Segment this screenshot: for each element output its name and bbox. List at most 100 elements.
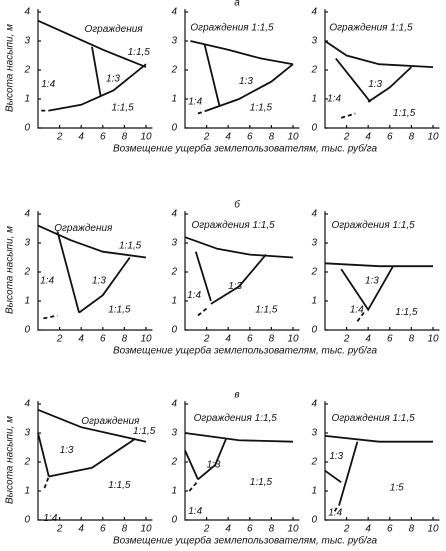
group-letter: а [234,0,240,9]
dashed-segment [43,476,50,489]
x-tick-label: 10 [287,524,299,535]
panel: 2 4 6 8 10 0 1 2 3 4 Ограждения 1:1,5 1:4 1:3 1:1,5 [23,209,153,345]
x-tick-label: 2 [343,334,350,345]
curve [203,43,221,107]
y-tick-label: 4 [24,209,30,220]
region-label: 1:3 [368,79,382,90]
region-label: Ограждения [84,24,143,35]
curve [184,236,294,259]
x-axis-label: Возмещение ущерба землепользователям, ты… [113,345,377,357]
region-label: 1:1,5 [250,102,273,113]
y-tick-label: 1 [311,296,317,307]
region-label: 1:1,5 [250,477,273,488]
y-tick-label: 1 [311,486,317,497]
region-label: 1:3 [207,460,221,471]
y-tick-label: 3 [311,36,317,47]
region-label: 1:3 [329,451,343,462]
curve [48,63,147,112]
panel: 2 4 6 8 10 0 1 2 3 4 Ограждения 1:1,5 1:3 1:4 1:1,5 [310,209,440,345]
region-label: Ограждения 1:1,5 [331,220,415,231]
y-tick-label: 4 [24,7,30,18]
curve [324,435,433,443]
y-tick-label: 3 [171,428,177,439]
region-label: 1:4 [188,97,202,108]
region-label: 1:4 [350,304,364,315]
x-tick-label: 8 [409,334,415,345]
y-tick-label: 3 [24,36,30,47]
y-tick-label: 0 [171,325,177,336]
y-tick-label: 2 [170,267,177,278]
dashed-segment [333,505,339,512]
panel: 2 4 6 8 10 0 1 2 3 4 Ограждения 1:1,5 1:3 1:4 1:1,5 [310,7,440,143]
dashed-segment [356,312,365,322]
panel: 2 4 6 8 10 0 1 2 3 4 Ограждения 1:1,5 1:3 1:4 1:1,5 [170,7,300,143]
y-tick-label: 4 [171,7,177,18]
y-tick-label: 0 [24,325,30,336]
curve [184,450,199,480]
y-tick-label: 4 [311,7,317,18]
x-tick-label: 6 [387,334,393,345]
dashed-segment [43,314,58,320]
y-tick-label: 2 [170,457,177,468]
x-tick-label: 2 [343,132,350,143]
x-tick-label: 4 [225,334,231,345]
region-label: 1:1,5 [395,307,418,318]
curve [37,224,147,259]
curve [206,63,294,112]
curve [56,231,80,313]
panel: 2 4 6 8 10 0 1 2 3 4 Ограждения 1:1,5 1:4 1:3 1:1,5 [170,209,300,345]
region-label: 1:4 [188,506,202,517]
curve [48,438,136,478]
x-tick-label: 10 [140,334,152,345]
region-label: 1:4 [40,275,54,286]
region-label: 1:1,5 [128,47,151,58]
x-tick-label: 2 [56,132,63,143]
curve [340,265,394,312]
group-letter: в [234,390,239,401]
panel: 2 4 6 8 10 0 1 2 3 4 Ограждения 1:1,5 1:3 1:1,5 1:4 [170,399,300,535]
curve [324,262,433,268]
x-tick-label: 8 [122,334,128,345]
x-tick-label: 6 [100,334,106,345]
region-label: Ограждения 1:1,5 [190,23,274,34]
x-axis-label: Возмещение ущерба землепользователям, ты… [113,535,377,547]
y-tick-label: 4 [171,399,177,410]
region-label: 1:3 [92,275,106,286]
curve [184,432,294,443]
x-tick-label: 10 [140,524,152,535]
y-tick-label: 1 [171,94,177,105]
x-tick-label: 4 [78,132,84,143]
region-label: 1:1,5 [133,426,156,437]
y-tick-label: 1 [311,94,317,105]
x-tick-label: 4 [225,132,231,143]
region-label: Ограждения 1:1,5 [194,413,278,424]
y-axis-label: Высота насыпи, м [5,226,16,314]
y-tick-label: 0 [311,123,317,134]
x-tick-label: 2 [56,334,63,345]
group-letter: б [234,199,240,211]
y-tick-label: 4 [311,209,317,220]
x-tick-label: 10 [140,132,152,143]
y-tick-label: 2 [310,65,317,76]
region-label: Ограждения 1:1,5 [191,220,275,231]
x-tick-label: 10 [287,334,299,345]
x-tick-label: 4 [365,524,371,535]
y-tick-label: 2 [23,457,30,468]
y-tick-label: 3 [24,428,30,439]
y-tick-label: 4 [24,399,30,410]
x-tick-label: 10 [427,524,439,535]
curve [78,256,131,314]
y-tick-label: 0 [311,325,317,336]
x-tick-label: 6 [100,132,106,143]
x-axis-label: Возмещение ущерба землепользователям, ты… [113,143,377,155]
region-label: 1:1,5 [255,304,278,315]
y-tick-label: 3 [311,428,317,439]
region-label: 1:4 [328,507,342,518]
x-tick-label: 4 [78,524,84,535]
region-label: 1:3 [106,73,120,84]
y-tick-label: 1 [24,486,30,497]
x-tick-label: 10 [427,132,439,143]
y-tick-label: 2 [23,267,30,278]
